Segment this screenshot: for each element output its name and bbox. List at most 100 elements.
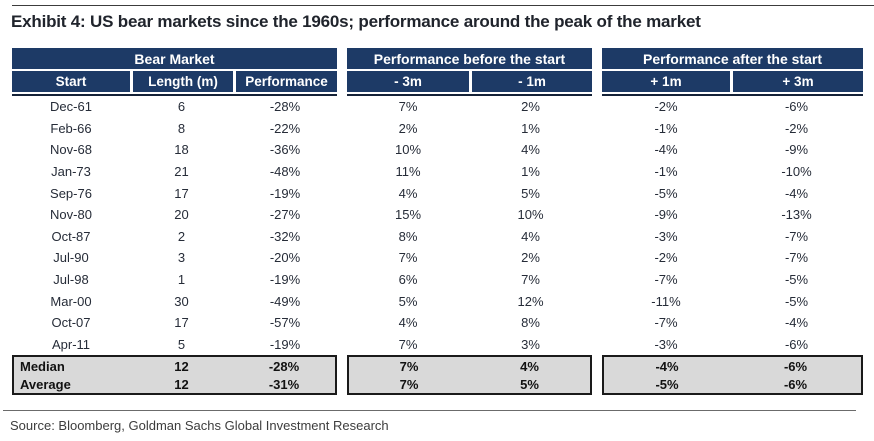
table-cell: -1% [602, 160, 730, 183]
table-cell: -7% [730, 225, 864, 248]
table-cell: -27% [233, 203, 337, 226]
group-gap [337, 268, 347, 291]
group-gap [592, 375, 602, 396]
group-gap [337, 333, 347, 356]
table-cell: -22% [233, 117, 337, 140]
group-gap [337, 182, 347, 204]
table-cell: 2 [130, 225, 233, 248]
table-cell: -2% [602, 94, 730, 118]
column-header: + 1m [602, 71, 730, 94]
table-cell: -3% [602, 225, 730, 248]
group-gap [592, 225, 602, 248]
table-row: Oct-07 17 -57% 4% 8% -7% -4% [12, 311, 864, 334]
table-cell: Jul-98 [12, 268, 130, 291]
summary-cell: 12 [130, 355, 233, 376]
group-gap [337, 311, 347, 334]
column-header: Length (m) [130, 71, 233, 94]
group-gap [592, 203, 602, 226]
group-gap [592, 247, 602, 269]
group-gap [337, 290, 347, 312]
table-cell: -57% [233, 311, 337, 334]
table-cell: -6% [730, 94, 864, 118]
summary-cell: -4% [602, 355, 730, 376]
table-row: Nov-68 18 -36% 10% 4% -4% -9% [12, 139, 864, 161]
summary-cell: -31% [233, 375, 337, 396]
table-cell: 6 [130, 94, 233, 118]
bottom-divider [3, 410, 856, 412]
table-cell: -7% [602, 311, 730, 334]
group-gap [592, 48, 602, 71]
group-gap [592, 268, 602, 291]
table-cell: 4% [469, 139, 592, 161]
table-cell: -5% [602, 182, 730, 204]
top-divider [12, 5, 874, 7]
table-cell: -7% [602, 268, 730, 291]
table-cell: 17 [130, 182, 233, 204]
table-row: Feb-66 8 -22% 2% 1% -1% -2% [12, 117, 864, 140]
table-row: Nov-80 20 -27% 15% 10% -9% -13% [12, 203, 864, 226]
table-row: Apr-11 5 -19% 7% 3% -3% -6% [12, 333, 864, 356]
group-header: Performance after the start [602, 48, 864, 71]
table-cell: 4% [347, 311, 469, 334]
table-cell: Dec-61 [12, 94, 130, 118]
table-cell: 17 [130, 311, 233, 334]
table-cell: 30 [130, 290, 233, 312]
summary-row: Average 12 -31% 7% 5% -5% -6% [12, 375, 864, 396]
table-row: Jul-90 3 -20% 7% 2% -2% -7% [12, 247, 864, 269]
group-gap [337, 375, 347, 396]
table-cell: 10% [469, 203, 592, 226]
table-cell: -28% [233, 94, 337, 118]
table-cell: -10% [730, 160, 864, 183]
table-cell: 11% [347, 160, 469, 183]
table-cell: 1% [469, 160, 592, 183]
table-cell: Feb-66 [12, 117, 130, 140]
table-cell: 5% [347, 290, 469, 312]
group-gap [337, 160, 347, 183]
table-body: Dec-61 6 -28% 7% 2% -2% -6% Feb-66 8 -22% 2% 1% -1% -… [12, 94, 864, 396]
table-cell: -13% [730, 203, 864, 226]
table-cell: 20 [130, 203, 233, 226]
table-cell: -1% [602, 117, 730, 140]
summary-cell: -6% [730, 355, 864, 376]
table-cell: 2% [347, 117, 469, 140]
summary-cell: Median [12, 355, 130, 376]
table-row: Sep-76 17 -19% 4% 5% -5% -4% [12, 182, 864, 204]
table-cell: Nov-80 [12, 203, 130, 226]
group-gap [592, 71, 602, 94]
column-header: + 3m [730, 71, 864, 94]
summary-cell: 5% [469, 375, 592, 396]
table-cell: -36% [233, 139, 337, 161]
table-cell: 1% [469, 117, 592, 140]
summary-cell: Average [12, 375, 130, 396]
table-cell: Jul-90 [12, 247, 130, 269]
exhibit-title: Exhibit 4: US bear markets since the 196… [11, 12, 701, 31]
table-cell: 3% [469, 333, 592, 356]
table-cell: 1 [130, 268, 233, 291]
table-header: Bear Market Performance before the start P… [12, 48, 864, 94]
summary-cell: 4% [469, 355, 592, 376]
column-header: - 3m [347, 71, 469, 94]
group-gap [337, 355, 347, 376]
group-gap [592, 333, 602, 356]
table-cell: -4% [602, 139, 730, 161]
group-gap [337, 139, 347, 161]
table-cell: 8% [347, 225, 469, 248]
table-cell: 7% [347, 247, 469, 269]
table-cell: -5% [730, 290, 864, 312]
group-gap [592, 182, 602, 204]
table-row: Dec-61 6 -28% 7% 2% -2% -6% [12, 94, 864, 118]
group-gap [592, 311, 602, 334]
table-cell: -19% [233, 182, 337, 204]
group-gap [337, 203, 347, 226]
table-cell: -3% [602, 333, 730, 356]
table-cell: 4% [347, 182, 469, 204]
group-gap [337, 247, 347, 269]
table-cell: -32% [233, 225, 337, 248]
table-cell: -49% [233, 290, 337, 312]
table-cell: -5% [730, 268, 864, 291]
table-cell: 8 [130, 117, 233, 140]
table-cell: 4% [469, 225, 592, 248]
group-gap [337, 94, 347, 118]
table-cell: -2% [602, 247, 730, 269]
group-header: Performance before the start [347, 48, 592, 71]
